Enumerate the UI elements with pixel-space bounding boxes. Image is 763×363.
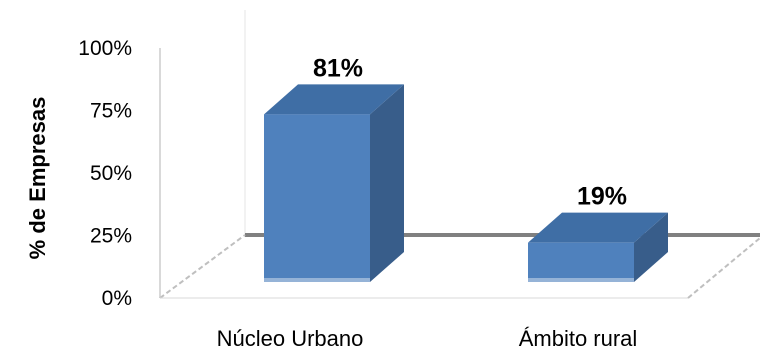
data-labels: 81% 19% xyxy=(313,54,627,210)
bars-group xyxy=(264,84,668,282)
category-label: Ámbito rural xyxy=(519,326,638,351)
bar xyxy=(264,84,404,282)
bar-side-face xyxy=(370,84,404,282)
data-label: 19% xyxy=(577,183,627,211)
y-tick-label: 75% xyxy=(90,100,132,123)
data-label: 81% xyxy=(313,54,363,82)
y-tick-label: 0% xyxy=(102,287,132,310)
floor-right-edge xyxy=(687,237,761,299)
y-tick-label: 100% xyxy=(78,37,132,60)
bar-base-highlight xyxy=(264,278,370,282)
y-axis-ticks: 0% 25% 50% 75% 100% xyxy=(78,37,132,310)
bar-side-face xyxy=(634,212,668,282)
y-axis-title: % de Empresas xyxy=(25,97,50,260)
category-label: Núcleo Urbano xyxy=(217,326,364,351)
y-tick-label: 25% xyxy=(90,225,132,248)
bar-top-face xyxy=(528,212,668,243)
bar-base-highlight xyxy=(528,278,634,282)
bar xyxy=(528,212,668,282)
y-tick-label: 50% xyxy=(90,162,132,185)
category-labels: Núcleo Urbano Ámbito rural xyxy=(217,326,638,351)
floor-left-edge xyxy=(159,234,246,299)
bar-front-face xyxy=(528,242,634,282)
bar-front-face xyxy=(264,114,370,282)
bar-top-face xyxy=(264,84,404,115)
